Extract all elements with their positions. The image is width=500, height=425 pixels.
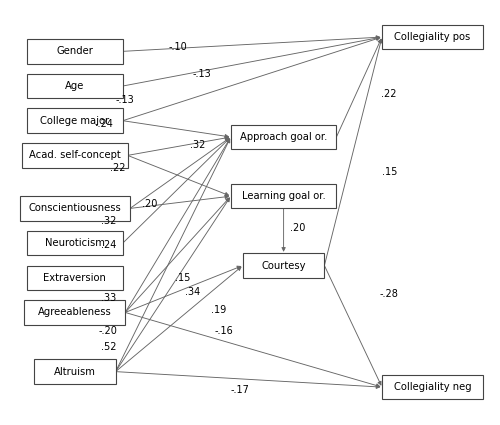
- Text: -.20: -.20: [99, 326, 118, 336]
- Text: Agreeableness: Agreeableness: [38, 307, 112, 317]
- FancyBboxPatch shape: [27, 266, 123, 290]
- FancyBboxPatch shape: [27, 39, 123, 64]
- Text: .20: .20: [290, 223, 306, 233]
- FancyBboxPatch shape: [382, 375, 483, 400]
- Text: Altruism: Altruism: [54, 367, 96, 377]
- Text: .15: .15: [382, 167, 397, 177]
- Text: Acad. self-concept: Acad. self-concept: [29, 150, 120, 160]
- Text: -.13: -.13: [116, 95, 134, 105]
- Text: Collegiality pos: Collegiality pos: [394, 32, 470, 42]
- Text: .22: .22: [382, 89, 397, 99]
- Text: .52: .52: [100, 342, 116, 352]
- FancyBboxPatch shape: [20, 196, 130, 221]
- Text: .22: .22: [110, 163, 126, 173]
- Text: -.10: -.10: [168, 42, 188, 52]
- FancyBboxPatch shape: [243, 253, 324, 278]
- Text: -.24: -.24: [94, 119, 113, 128]
- Text: .24: .24: [100, 240, 116, 250]
- FancyBboxPatch shape: [24, 300, 125, 325]
- FancyBboxPatch shape: [27, 74, 123, 98]
- FancyBboxPatch shape: [27, 108, 123, 133]
- Text: Learning goal or.: Learning goal or.: [242, 191, 326, 201]
- Text: Approach goal or.: Approach goal or.: [240, 132, 328, 142]
- Text: .19: .19: [211, 306, 226, 315]
- Text: -.17: -.17: [231, 385, 250, 395]
- FancyBboxPatch shape: [27, 231, 123, 255]
- Text: .34: .34: [185, 287, 200, 297]
- Text: Collegiality neg: Collegiality neg: [394, 382, 471, 392]
- FancyBboxPatch shape: [34, 360, 116, 384]
- Text: Neuroticism: Neuroticism: [45, 238, 104, 248]
- FancyBboxPatch shape: [22, 143, 128, 167]
- Text: Courtesy: Courtesy: [262, 261, 306, 271]
- Text: .32: .32: [190, 140, 205, 150]
- Text: .33: .33: [101, 293, 116, 303]
- Text: -.13: -.13: [192, 69, 212, 79]
- FancyBboxPatch shape: [231, 184, 336, 208]
- Text: Age: Age: [65, 81, 84, 91]
- Text: Extraversion: Extraversion: [44, 273, 106, 283]
- Text: -.16: -.16: [214, 326, 233, 336]
- Text: .32: .32: [100, 216, 116, 227]
- FancyBboxPatch shape: [231, 125, 336, 149]
- FancyBboxPatch shape: [382, 25, 483, 49]
- Text: Gender: Gender: [56, 46, 93, 57]
- Text: College major: College major: [40, 116, 110, 126]
- Text: Conscientiousness: Conscientiousness: [28, 204, 121, 213]
- Text: .15: .15: [175, 273, 190, 283]
- Text: -.28: -.28: [380, 289, 398, 299]
- Text: .20: .20: [142, 199, 157, 210]
